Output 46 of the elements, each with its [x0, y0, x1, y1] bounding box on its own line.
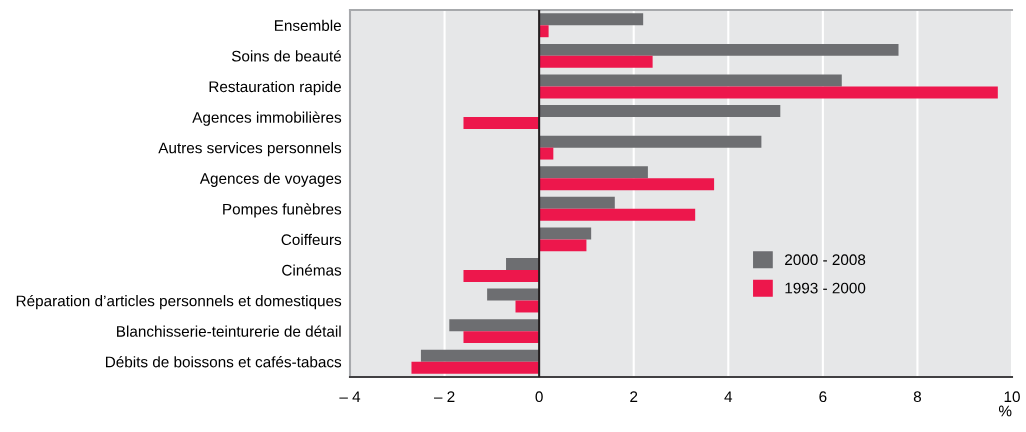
bar	[449, 319, 540, 332]
x-tick-label: 6	[819, 391, 827, 403]
y-tick-label: Cinémas	[282, 264, 342, 276]
x-tick-label: – 2	[433, 391, 455, 402]
bar	[539, 74, 842, 87]
bar	[539, 239, 587, 252]
bar	[539, 166, 648, 179]
bar	[463, 117, 540, 129]
y-tick-label: Ensemble	[274, 19, 341, 31]
legend-label: 2000 - 2008	[785, 254, 866, 266]
y-tick-label: Autres services personnels	[158, 142, 342, 157]
bar	[539, 105, 781, 118]
bar	[506, 258, 540, 270]
y-tick-label: Blanchisserie-teinturerie de détail	[117, 325, 341, 337]
x-tick-label: 0	[535, 391, 543, 403]
y-tick-label: Coiffeurs	[281, 233, 342, 246]
bar	[539, 208, 696, 221]
bar	[463, 331, 540, 344]
bar	[539, 196, 615, 209]
bar	[539, 135, 762, 148]
y-tick-label: Pompes funèbres	[223, 203, 342, 218]
y-tick-label: Réparation d’articles personnels et domestiques	[16, 294, 342, 310]
bar	[487, 288, 540, 301]
x-tick-label: 4	[724, 391, 733, 402]
bar	[463, 269, 540, 282]
bar	[420, 349, 540, 362]
x-tick-label: 8	[913, 391, 922, 403]
bar	[539, 13, 644, 26]
bar	[539, 43, 899, 56]
bar	[539, 86, 998, 99]
x-tick-label: 2	[630, 391, 638, 402]
legend-label: 1993 - 2000	[785, 282, 866, 294]
y-tick-label: Agences de voyages	[199, 172, 342, 187]
y-tick-label: Agences immobilières	[192, 111, 342, 126]
x-tick-label: – 4	[339, 391, 361, 402]
y-tick-label: Débits de boissons et cafés-tabacs	[106, 355, 342, 368]
y-tick-label: Restauration rapide	[209, 80, 341, 96]
bar	[539, 25, 549, 38]
x-axis-title: %	[998, 405, 1012, 417]
bar	[539, 55, 653, 68]
bar	[539, 178, 715, 191]
x-tick-label: 10	[1004, 391, 1020, 403]
bar	[411, 361, 540, 374]
y-tick-label: Soins de beauté	[231, 50, 341, 62]
bar	[539, 227, 592, 240]
bar	[539, 147, 554, 160]
